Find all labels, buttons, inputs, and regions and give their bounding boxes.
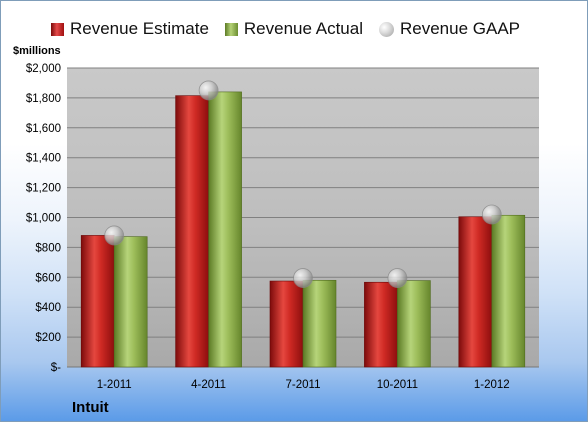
- marker-revenue-gaap: [481, 204, 502, 225]
- bars: [80, 91, 526, 368]
- y-tick-label: $1,600: [26, 123, 61, 135]
- y-tick-label: $1,200: [26, 183, 61, 195]
- legend-item-estimate: Revenue Estimate: [51, 19, 209, 39]
- legend: Revenue Estimate Revenue Actual Revenue …: [51, 16, 536, 42]
- x-tick-labels: 1-2011 4-2011 7-2011 10-2011 1-2012: [97, 379, 510, 391]
- x-tick-label: 10-2011: [377, 379, 418, 391]
- x-tick-label: 7-2011: [286, 379, 321, 391]
- y-tick-label: $400: [35, 302, 61, 314]
- bar-revenue-estimate: [364, 281, 398, 368]
- bar-revenue-estimate: [458, 216, 493, 368]
- y-tick-label: $800: [35, 242, 61, 254]
- marker-revenue-gaap: [387, 268, 408, 288]
- legend-item-actual: Revenue Actual: [224, 19, 363, 39]
- legend-label-estimate: Revenue Estimate: [70, 19, 209, 38]
- bar-revenue-actual: [113, 236, 148, 368]
- y-tick-label: $2,000: [26, 63, 61, 75]
- legend-item-gaap: Revenue GAAP: [379, 19, 520, 39]
- y-tick-label: $600: [35, 272, 61, 284]
- y-tick-label: $1,400: [26, 153, 61, 165]
- bar-revenue-actual: [302, 279, 337, 368]
- legend-swatch-gaap: [379, 21, 394, 37]
- bar-revenue-actual: [491, 214, 526, 368]
- y-tick-labels: $- $200 $400 $600 $800 $1,000 $1,200 $1,400 $1,6…: [26, 63, 61, 374]
- legend-label-actual: Revenue Actual: [243, 19, 363, 38]
- bar-revenue-actual: [397, 280, 431, 368]
- y-tick-label: $1,800: [26, 93, 61, 105]
- bar-revenue-estimate: [269, 280, 304, 368]
- x-tick-label: 1-2012: [474, 379, 510, 391]
- y-tick-label: $-: [51, 362, 61, 374]
- marker-revenue-gaap: [198, 80, 219, 101]
- x-tick-label: 1-2011: [97, 379, 132, 391]
- bar-revenue-estimate: [80, 235, 115, 368]
- bar-revenue-estimate: [175, 95, 209, 368]
- bar-revenue-actual: [208, 91, 242, 368]
- legend-swatch-actual: [224, 22, 238, 36]
- y-axis-units-label: $millions: [13, 45, 61, 57]
- y-tick-label: $200: [35, 332, 61, 344]
- marker-revenue-gaap: [293, 268, 313, 288]
- gaap-markers: [104, 80, 502, 288]
- y-tick-label: $1,000: [26, 213, 61, 225]
- legend-swatch-estimate: [51, 22, 64, 36]
- marker-revenue-gaap: [104, 225, 125, 246]
- legend-label-gaap: Revenue GAAP: [400, 19, 521, 38]
- company-name: Intuit: [72, 399, 109, 416]
- x-tick-label: 4-2011: [191, 379, 226, 391]
